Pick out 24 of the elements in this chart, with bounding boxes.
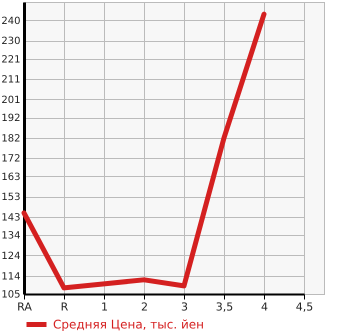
y-tick-label: 153 xyxy=(1,192,20,204)
x-tick-label: R xyxy=(60,300,69,314)
y-tick-label: 221 xyxy=(1,54,20,66)
y-tick-label: 182 xyxy=(1,133,20,144)
y-tick-label: 230 xyxy=(1,36,20,48)
y-tick-label: 211 xyxy=(1,74,20,86)
legend-label: Средняя Цена, тыс. йен xyxy=(53,318,204,332)
x-tick-label: 2 xyxy=(141,300,148,314)
x-tick-label: 4 xyxy=(261,300,268,314)
x-tick-label: 3,5 xyxy=(216,300,234,314)
x-tick-label: 3 xyxy=(181,300,188,314)
x-tick-label: 1 xyxy=(101,300,108,314)
x-tick-label: RA xyxy=(17,300,32,314)
y-tick-label: 172 xyxy=(1,154,20,165)
y-tick-label: 114 xyxy=(1,271,20,282)
y-tick-label: 240 xyxy=(1,16,20,27)
y-tick-label: 143 xyxy=(1,212,20,224)
y-tick-label: 124 xyxy=(1,250,20,262)
y-tick-label: 134 xyxy=(1,230,20,242)
y-tick-label: 105 xyxy=(1,290,20,300)
y-tick-label: 192 xyxy=(1,113,20,124)
y-tick-label: 201 xyxy=(1,94,20,106)
y-tick-label: 163 xyxy=(1,172,20,183)
x-tick-label: 4,5 xyxy=(296,300,314,314)
